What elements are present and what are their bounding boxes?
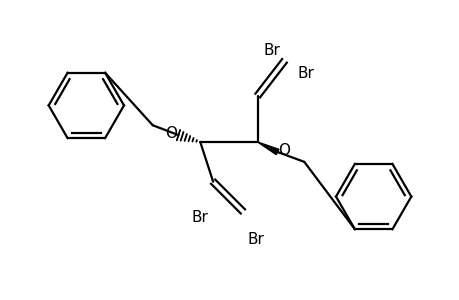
Text: Br: Br xyxy=(247,232,264,247)
Text: Br: Br xyxy=(297,66,313,81)
Text: Br: Br xyxy=(263,43,280,58)
Text: O: O xyxy=(165,126,177,141)
Text: O: O xyxy=(278,143,290,158)
Polygon shape xyxy=(257,142,278,154)
Text: Br: Br xyxy=(191,210,208,225)
